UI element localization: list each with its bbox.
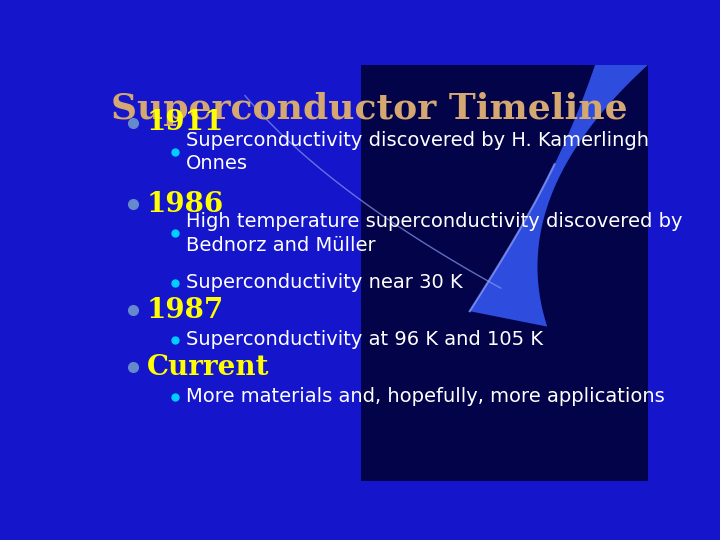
Text: 1986: 1986 <box>147 191 224 218</box>
Text: 1987: 1987 <box>147 297 224 324</box>
Text: Superconductivity at 96 K and 105 K: Superconductivity at 96 K and 105 K <box>186 330 543 349</box>
Text: Superconductivity discovered by H. Kamerlingh
Onnes: Superconductivity discovered by H. Kamer… <box>186 131 649 173</box>
Polygon shape <box>469 65 648 327</box>
Polygon shape <box>361 65 648 481</box>
Text: Current: Current <box>147 354 269 381</box>
Text: High temperature superconductivity discovered by
Bednorz and Müller: High temperature superconductivity disco… <box>186 212 683 255</box>
Text: 1911: 1911 <box>147 109 224 136</box>
Text: Superconductor Timeline: Superconductor Timeline <box>111 92 627 126</box>
Text: Superconductivity near 30 K: Superconductivity near 30 K <box>186 273 463 292</box>
Text: More materials and, hopefully, more applications: More materials and, hopefully, more appl… <box>186 387 665 406</box>
